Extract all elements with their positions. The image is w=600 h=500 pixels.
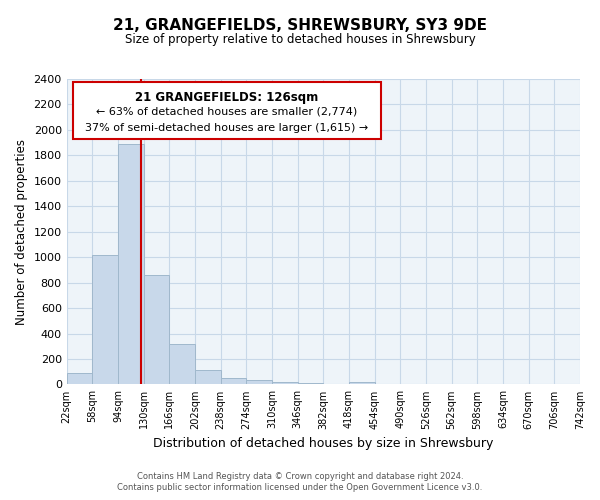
Bar: [92, 254, 118, 384]
Bar: [67, 373, 92, 384]
Bar: [349, 382, 374, 384]
Text: Contains public sector information licensed under the Open Government Licence v3: Contains public sector information licen…: [118, 484, 482, 492]
Text: Size of property relative to detached houses in Shrewsbury: Size of property relative to detached ho…: [125, 32, 475, 46]
Y-axis label: Number of detached properties: Number of detached properties: [15, 138, 28, 324]
Text: 37% of semi-detached houses are larger (1,615) →: 37% of semi-detached houses are larger (…: [85, 122, 368, 132]
Text: ← 63% of detached houses are smaller (2,774): ← 63% of detached houses are smaller (2,…: [96, 106, 357, 117]
Bar: [169, 344, 195, 384]
Bar: [143, 275, 169, 384]
Bar: [195, 370, 221, 384]
Text: 21 GRANGEFIELDS: 126sqm: 21 GRANGEFIELDS: 126sqm: [135, 90, 318, 104]
Bar: [221, 378, 247, 384]
Bar: [247, 380, 272, 384]
Bar: [272, 382, 298, 384]
Text: 21, GRANGEFIELDS, SHREWSBURY, SY3 9DE: 21, GRANGEFIELDS, SHREWSBURY, SY3 9DE: [113, 18, 487, 32]
Bar: [298, 383, 323, 384]
Bar: [118, 144, 143, 384]
Text: Contains HM Land Registry data © Crown copyright and database right 2024.: Contains HM Land Registry data © Crown c…: [137, 472, 463, 481]
X-axis label: Distribution of detached houses by size in Shrewsbury: Distribution of detached houses by size …: [153, 437, 494, 450]
